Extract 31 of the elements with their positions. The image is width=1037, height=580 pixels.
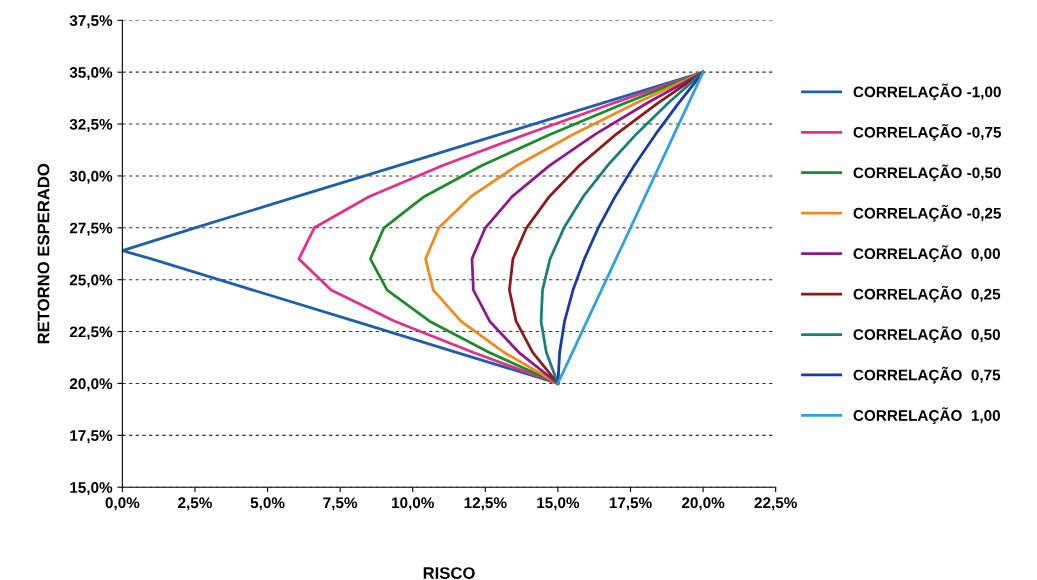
legend-label: CORRELAÇÃO -0,25 <box>853 204 1002 222</box>
x-tick-label: 5,0% <box>250 497 285 511</box>
y-tick-label: 22,5% <box>69 326 113 340</box>
y-tick-label: 17,5% <box>70 430 113 444</box>
y-tick-label: 27,5% <box>69 222 113 236</box>
x-tick-label: 12,5% <box>464 497 507 511</box>
y-tick-label: 35,0% <box>69 67 113 81</box>
legend-label: CORRELAÇÃO -0,75 <box>853 124 1002 141</box>
legend-label: CORRELAÇÃO 0,25 <box>853 285 1001 303</box>
legend-label: CORRELAÇÃO 0,50 <box>853 326 1000 344</box>
x-axis-title: RISCO <box>423 567 475 579</box>
x-tick-label: 10,0% <box>392 497 434 511</box>
y-tick-label: 30,0% <box>69 170 113 184</box>
y-tick-label: 15,0% <box>70 482 113 496</box>
x-tick-label: 2,5% <box>178 497 212 511</box>
y-axis-title: RETORNO ESPERADO <box>37 163 50 344</box>
x-tick-label: 0,0% <box>105 497 140 511</box>
y-tick-label: 37,5% <box>69 15 113 29</box>
x-tick-label: 17,5% <box>609 497 652 511</box>
y-tick-label: 25,0% <box>69 274 113 288</box>
x-tick-label: 20,0% <box>681 497 725 511</box>
y-tick-label: 20,0% <box>69 378 113 392</box>
y-tick-label: 32,5% <box>69 118 113 132</box>
x-tick-label: 22,5% <box>754 497 797 511</box>
legend-label: CORRELAÇÃO 0,00 <box>853 245 1000 263</box>
legend-label: CORRELAÇÃO -0,50 <box>853 164 1001 182</box>
x-tick-label: 7,5% <box>323 497 358 511</box>
legend-label: CORRELAÇÃO 0,75 <box>853 366 1001 384</box>
legend-label: CORRELAÇÃO 1,00 <box>853 407 1000 424</box>
x-tick-label: 15,0% <box>537 497 580 511</box>
legend-label: CORRELAÇÃO -1,00 <box>853 83 1001 101</box>
